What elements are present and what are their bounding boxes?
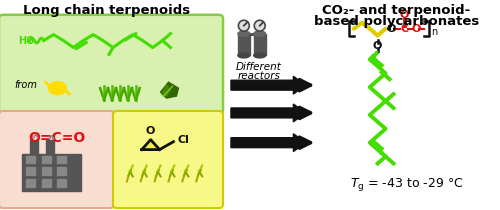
Text: $\mathit{T}_{\rm g}$ = -43 to -29 °C: $\mathit{T}_{\rm g}$ = -43 to -29 °C xyxy=(350,176,464,193)
Text: from: from xyxy=(14,80,37,90)
Text: Cl: Cl xyxy=(178,135,190,145)
Polygon shape xyxy=(128,169,132,176)
Bar xyxy=(26,156,34,163)
Bar xyxy=(26,167,34,175)
Bar xyxy=(254,34,266,55)
FancyBboxPatch shape xyxy=(0,111,114,208)
Ellipse shape xyxy=(48,82,66,94)
Text: CO₂- and terpenoid-: CO₂- and terpenoid- xyxy=(322,4,470,17)
FancyBboxPatch shape xyxy=(0,15,223,114)
Polygon shape xyxy=(142,140,160,150)
Ellipse shape xyxy=(254,31,266,36)
Polygon shape xyxy=(142,169,146,176)
FancyArrow shape xyxy=(231,104,306,122)
Ellipse shape xyxy=(238,53,250,58)
Text: n: n xyxy=(431,27,438,37)
Text: O: O xyxy=(146,126,156,136)
Polygon shape xyxy=(160,82,178,98)
Polygon shape xyxy=(198,169,201,176)
Text: C: C xyxy=(400,24,408,34)
Ellipse shape xyxy=(238,31,250,36)
Text: O=C=O: O=C=O xyxy=(28,131,85,145)
Text: reactors: reactors xyxy=(238,71,280,81)
Bar xyxy=(238,34,250,55)
Text: HO: HO xyxy=(18,35,34,46)
Text: O: O xyxy=(373,41,382,51)
Bar xyxy=(22,154,82,191)
Polygon shape xyxy=(156,169,160,176)
Text: O: O xyxy=(412,24,421,34)
FancyBboxPatch shape xyxy=(113,111,223,208)
Polygon shape xyxy=(184,169,188,176)
Text: Long chain terpenoids: Long chain terpenoids xyxy=(24,4,190,17)
FancyArrow shape xyxy=(231,76,306,94)
Circle shape xyxy=(254,20,265,31)
Text: Different: Different xyxy=(236,62,282,72)
Bar xyxy=(42,156,50,163)
Polygon shape xyxy=(162,85,170,96)
Bar xyxy=(58,167,66,175)
Circle shape xyxy=(238,20,250,31)
Text: based polycarbonates: based polycarbonates xyxy=(314,15,479,28)
Polygon shape xyxy=(170,169,173,176)
Bar xyxy=(26,179,34,187)
Bar xyxy=(42,167,50,175)
Bar xyxy=(42,179,50,187)
FancyArrow shape xyxy=(231,134,306,152)
Bar xyxy=(46,140,54,159)
Bar xyxy=(58,156,66,163)
Text: O: O xyxy=(387,24,396,34)
Ellipse shape xyxy=(254,53,266,58)
Bar xyxy=(58,179,66,187)
Bar xyxy=(30,140,38,154)
Text: O: O xyxy=(400,10,409,20)
